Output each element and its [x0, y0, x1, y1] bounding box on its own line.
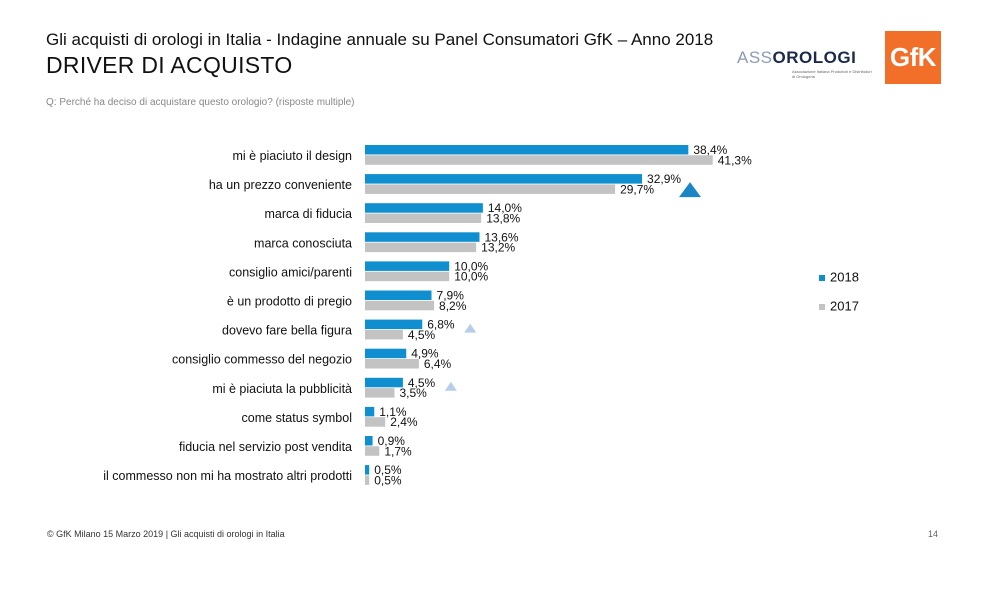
bar-2018	[365, 174, 643, 184]
bar-2017	[365, 242, 477, 253]
footer-text: © GfK Milano 15 Marzo 2019 | Gli acquist…	[47, 529, 285, 539]
value-label-2018: 0,9%	[378, 434, 406, 448]
category-label: marca di fiducia	[264, 207, 352, 221]
category-label: consiglio commesso del negozio	[172, 353, 352, 367]
category-label: marca conosciuta	[254, 236, 352, 250]
value-label-2017: 0,5%	[374, 473, 402, 487]
value-label-2017: 2,4%	[390, 415, 418, 429]
value-label-2017: 10,0%	[454, 270, 488, 284]
assorologi-logo-dark: OROLOGI	[772, 48, 857, 67]
bar-2018	[365, 436, 373, 446]
bar-2017	[365, 184, 616, 194]
bar-2017	[365, 300, 435, 311]
bar-2018	[365, 465, 370, 475]
value-label-2018: 13,6%	[485, 230, 519, 244]
bar-2018	[365, 406, 375, 417]
report-title: Gli acquisti di orologi in Italia - Inda…	[46, 30, 714, 49]
legend-marker-2017	[819, 304, 825, 310]
assorologi-subtitle: Associazione Italiana Produttori e Distr…	[792, 69, 872, 79]
category-label: come status symbol	[242, 411, 352, 425]
bar-2018	[365, 377, 403, 388]
legend-label-2017: 2017	[830, 299, 859, 314]
category-label: dovevo fare bella figura	[222, 324, 352, 338]
value-label-2017: 41,3%	[718, 153, 752, 167]
assorologi-logo-light: ASS	[737, 48, 773, 67]
category-label: il commesso non mi ha mostrato altri pro…	[103, 469, 352, 483]
value-label-2018: 1,1%	[379, 405, 407, 419]
significance-up-icon	[464, 323, 477, 333]
category-label: è un prodotto di pregio	[227, 295, 352, 309]
bar-2017	[365, 271, 450, 282]
value-label-2018: 0,5%	[374, 463, 402, 477]
category-label: mi è piaciuta la pubblicità	[212, 382, 352, 396]
value-label-2017: 8,2%	[439, 299, 467, 313]
value-label-2017: 13,2%	[481, 241, 515, 255]
bar-2017	[365, 446, 380, 456]
page-heading: DRIVER DI ACQUISTO	[46, 52, 293, 78]
category-label: fiducia nel servizio post vendita	[179, 440, 352, 454]
bar-2018	[365, 203, 483, 213]
legend-marker-2018	[819, 275, 825, 281]
legend-label-2018: 2018	[830, 270, 859, 285]
gfk-logo: GfK	[885, 31, 941, 84]
value-label-2018: 32,9%	[647, 172, 681, 186]
value-label-2018: 4,9%	[411, 347, 439, 361]
bar-2018	[365, 232, 480, 242]
bar-2017	[365, 329, 403, 340]
significance-up-icon	[444, 381, 457, 391]
bar-2017	[365, 213, 482, 223]
bar-2017	[365, 388, 395, 398]
bar-2017	[365, 155, 713, 165]
value-label-2017: 29,7%	[620, 182, 654, 196]
category-label: mi è piaciuto il design	[232, 149, 352, 163]
survey-question: Q: Perché ha deciso di acquistare questo…	[46, 97, 355, 108]
value-label-2017: 13,8%	[486, 212, 520, 226]
value-label-2017: 4,5%	[408, 328, 436, 342]
bar-2018	[365, 261, 450, 271]
bar-2017	[365, 417, 386, 427]
value-label-2018: 4,5%	[408, 376, 436, 390]
bar-2018	[365, 145, 689, 155]
value-label-2018: 38,4%	[693, 143, 727, 157]
value-label-2018: 10,0%	[454, 259, 488, 273]
bar-2017	[365, 359, 419, 369]
assorologi-logo: ASSOROLOGI Associazione Italiana Produtt…	[737, 48, 877, 82]
bar-2018	[365, 319, 423, 330]
category-label: consiglio amici/parenti	[229, 265, 352, 279]
value-label-2017: 1,7%	[384, 444, 412, 458]
value-label-2018: 14,0%	[488, 201, 522, 215]
page-number: 14	[928, 529, 939, 539]
value-label-2018: 7,9%	[437, 289, 465, 303]
value-label-2017: 6,4%	[424, 357, 452, 371]
value-label-2017: 3,5%	[399, 386, 427, 400]
value-label-2018: 6,8%	[427, 318, 455, 332]
bar-2018	[365, 290, 432, 300]
significance-up-icon	[679, 182, 702, 198]
category-label: ha un prezzo conveniente	[209, 178, 352, 192]
bar-2018	[365, 348, 407, 359]
bar-2017	[365, 475, 370, 485]
